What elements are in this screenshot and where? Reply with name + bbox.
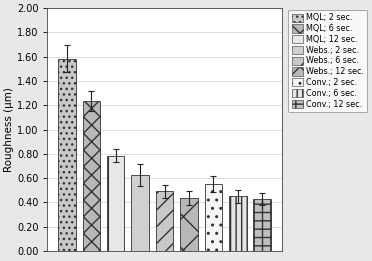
Bar — [253, 199, 271, 251]
Legend: MQL; 2 sec., MQL; 6 sec., MQL; 12 sec., Webs.; 2 sec., Webs.; 6 sec., Webs.; 12 : MQL; 2 sec., MQL; 6 sec., MQL; 12 sec., … — [288, 10, 367, 112]
Bar — [180, 198, 198, 251]
Bar — [156, 191, 173, 251]
Y-axis label: Roughness (μm): Roughness (μm) — [4, 87, 14, 172]
Bar — [83, 101, 100, 251]
Bar — [107, 156, 125, 251]
Bar — [229, 196, 247, 251]
Bar — [205, 184, 222, 251]
Bar — [58, 58, 76, 251]
Bar — [131, 175, 149, 251]
